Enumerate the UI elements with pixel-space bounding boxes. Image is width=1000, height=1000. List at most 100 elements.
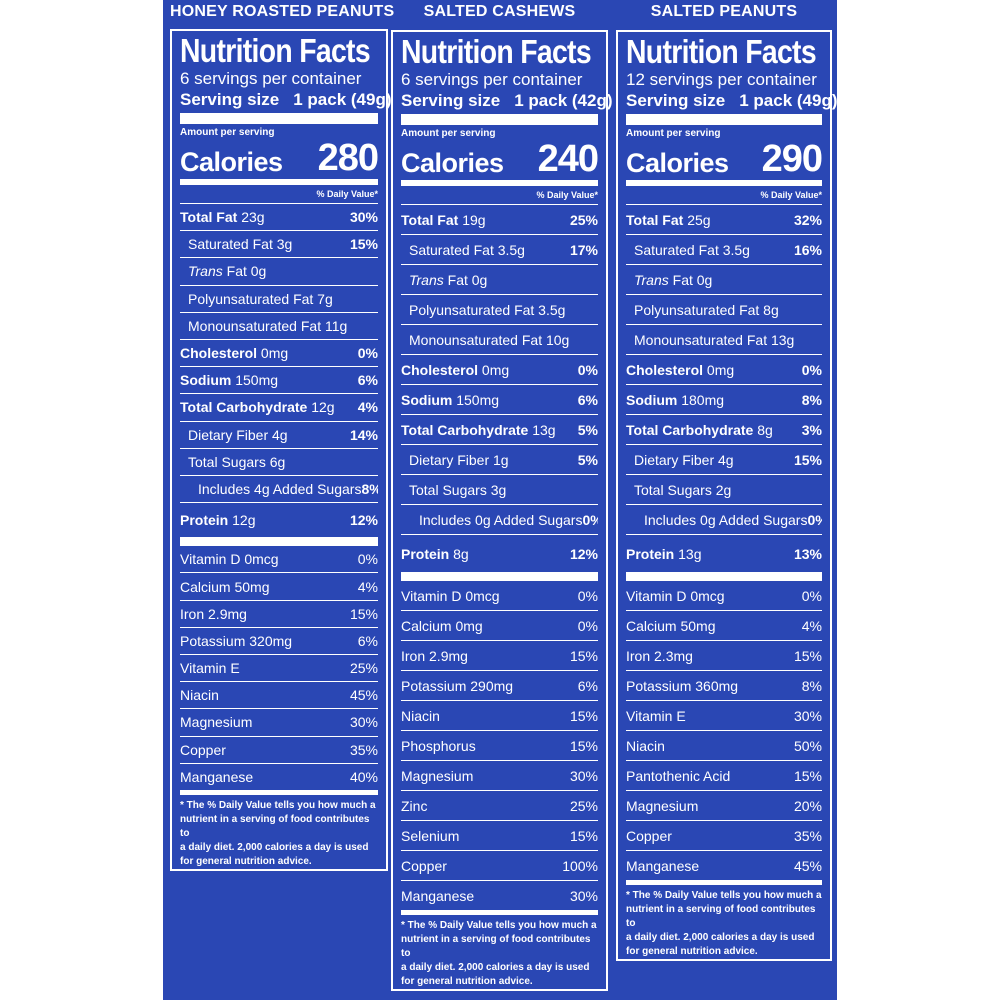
micronutrient-daily-value: 100% [562, 857, 598, 874]
micronutrient-label: Calcium 50mg [626, 617, 716, 634]
footnote-line: * The % Daily Value tells you how much a [401, 920, 597, 931]
micronutrient-row: Copper 35% [180, 737, 378, 764]
nutrition-facts-box: Nutrition Facts 12 servings per container… [616, 30, 837, 961]
micronutrient-daily-value: 0% [801, 587, 822, 604]
nutrient-daily-value: 0% [807, 511, 822, 528]
micronutrient-label: Vitamin D 0mcg [626, 587, 725, 604]
nutrient-label: Trans Fat 0g [180, 263, 266, 279]
footnote-line: for general nutrition advice. [626, 946, 758, 957]
serving-size-label: Serving size [401, 91, 501, 110]
nutrient-label: Includes 4g Added Sugars [180, 481, 361, 497]
micronutrient-label: Vitamin E [626, 707, 686, 724]
nutrient-row: Monounsaturated Fat 11g [180, 313, 378, 340]
micronutrient-daily-value: 0% [577, 617, 598, 634]
nutrition-facts-title: Nutrition Facts [626, 33, 817, 70]
nutrient-amount: 12g [232, 512, 256, 529]
micronutrient-daily-value: 20% [793, 797, 822, 814]
nutrient-daily-value: 6% [357, 372, 378, 389]
footnote-line: nutrient in a serving of food contribute… [401, 934, 591, 959]
nutrient-daily-value: 30% [349, 209, 378, 226]
nutrient-label: Sodium 150mg [180, 372, 278, 388]
nutrient-daily-value: 13% [793, 545, 822, 562]
micronutrient-label: Pantothenic Acid [626, 767, 731, 784]
nutrient-label: Includes 0g Added Sugars [626, 512, 807, 528]
micronutrient-daily-value: 4% [357, 578, 378, 595]
nutrient-amount: 0mg [706, 361, 735, 378]
micronutrient-row: Iron 2.3mg 15% [626, 641, 822, 671]
serving-size-label: Serving size [180, 90, 280, 109]
label-column: SALTED PEANUTS Nutrition Facts 12 servings… [616, 0, 837, 1000]
nutrient-name: Cholesterol [401, 361, 479, 378]
micronutrient-label: Magnesium [180, 714, 253, 731]
serving-size: Serving size 1 pack (49g) [180, 89, 391, 124]
calories-row: Calories 290 [626, 140, 823, 186]
nutrient-row: Total Fat 25g 32% [626, 205, 822, 235]
nutrient-amount: Dietary Fiber 4g [188, 426, 288, 443]
micronutrient-label: Zinc [401, 797, 428, 814]
label-column: SALTED CASHEWS Nutrition Facts 6 servings … [391, 0, 612, 1000]
nutrient-label: Trans Fat 0g [626, 272, 712, 288]
nutrient-amount: 19g [462, 211, 486, 228]
nutrient-row: Trans Fat 0g [401, 265, 598, 295]
micronutrient-label: Iron 2.9mg [401, 647, 468, 664]
micronutrient-daily-value: 30% [793, 707, 822, 724]
nutrient-daily-value: 8% [361, 480, 378, 497]
nutrition-facts-title: Nutrition Facts [401, 33, 592, 70]
micronutrient-label: Magnesium [626, 797, 699, 814]
nutrient-daily-value: 14% [349, 426, 378, 443]
nutrient-label: Cholesterol 0mg [180, 345, 288, 361]
nutrient-amount: Polyunsaturated Fat 8g [634, 301, 779, 318]
nutrient-name: Total Carbohydrate [180, 399, 308, 416]
nutrient-row: Total Sugars 2g [626, 475, 822, 505]
nutrient-label: Includes 0g Added Sugars [401, 512, 582, 528]
nutrient-amount: Polyunsaturated Fat 3.5g [409, 301, 566, 318]
nutrient-daily-value: 0% [801, 361, 822, 378]
nutrient-name: Total Fat [401, 211, 459, 228]
nutrient-row: Total Carbohydrate 12g 4% [180, 394, 378, 422]
nutrient-row: Total Carbohydrate 13g 5% [401, 415, 598, 445]
nutrient-row: Protein 12g 12% [180, 503, 378, 547]
nutrient-row: Total Carbohydrate 8g 3% [626, 415, 822, 445]
micronutrient-label: Magnesium [401, 767, 474, 784]
micronutrient-row: Copper 100% [401, 851, 598, 881]
micronutrient-row: Vitamin E 25% [180, 655, 378, 683]
nutrient-label: Total Carbohydrate 13g [401, 422, 556, 438]
nutrient-label: Monounsaturated Fat 13g [626, 332, 794, 348]
nutrient-row: Monounsaturated Fat 10g [401, 325, 598, 355]
nutrient-amount: Fat 0g [447, 271, 488, 288]
nutrient-name: Total Fat [626, 211, 684, 228]
nutrient-name: Saturated Fat [409, 241, 494, 258]
micronutrient-row: Niacin 50% [626, 731, 822, 761]
calories-label: Calories [401, 148, 504, 178]
calories-value: 280 [317, 137, 379, 179]
nutrient-row: Cholesterol 0mg 0% [626, 355, 822, 385]
micronutrient-row: Vitamin D 0mcg 0% [401, 581, 598, 611]
nutrient-amount: Monounsaturated Fat 11g [188, 317, 348, 334]
micronutrient-label: Calcium 0mg [401, 617, 483, 634]
nutrient-name: Trans [409, 271, 444, 288]
micronutrient-daily-value: 35% [349, 741, 378, 758]
nutrient-label: Trans Fat 0g [401, 272, 487, 288]
micronutrient-daily-value: 6% [357, 632, 378, 649]
nutrient-name: Trans [188, 263, 223, 280]
nutrient-name: Protein [626, 545, 675, 562]
nutrient-row: Polyunsaturated Fat 7g [180, 286, 378, 313]
nutrient-daily-value: 4% [357, 399, 378, 416]
micronutrient-label: Manganese [401, 887, 475, 904]
nutrient-amount: 180mg [681, 391, 725, 408]
micronutrient-label: Iron 2.9mg [180, 605, 247, 622]
nutrient-label: Cholesterol 0mg [626, 362, 734, 378]
micronutrient-row: Copper 35% [626, 821, 822, 851]
nutrient-daily-value: 0% [582, 511, 598, 528]
nutrient-amount: Total Sugars 6g [188, 453, 286, 470]
micronutrient-row: Selenium 15% [401, 821, 598, 851]
daily-value-footnote: * The % Daily Value tells you how much a… [626, 885, 822, 959]
nutrient-name: Sodium [401, 391, 453, 408]
nutrient-label: Protein 13g [626, 546, 701, 562]
micronutrient-daily-value: 15% [569, 707, 598, 724]
nutrient-row: Trans Fat 0g [626, 265, 822, 295]
nutrient-daily-value: 12% [569, 545, 598, 562]
nutrient-row: Saturated Fat 3.5g 17% [401, 235, 598, 265]
